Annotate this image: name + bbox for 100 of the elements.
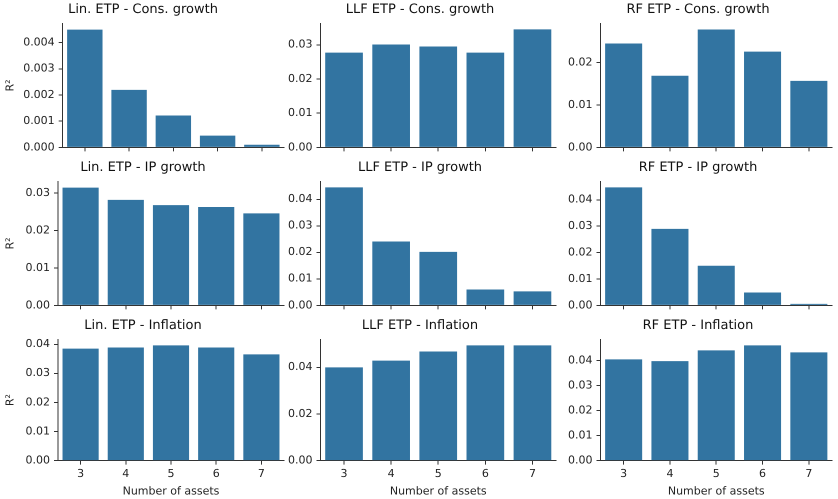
x-tick-label: 4 — [122, 467, 130, 480]
y-tick-label: 0.00 — [568, 140, 592, 154]
bar — [744, 52, 782, 147]
x-tick-label: 3 — [620, 467, 628, 480]
y-tick-label: 0.00 — [26, 453, 50, 466]
y-axis-title: R² — [3, 394, 16, 406]
chart-title: LLF ETP - Cons. growth — [346, 2, 494, 18]
bar — [67, 30, 103, 147]
y-tick-label: 0.01 — [288, 106, 312, 120]
bar — [698, 30, 735, 147]
bar — [790, 352, 828, 460]
y-tick-label: 0.00 — [288, 453, 312, 466]
x-tick-label: 7 — [805, 467, 812, 480]
bar — [108, 200, 144, 305]
x-tick-label: 5 — [712, 467, 720, 480]
x-tick-label: 5 — [168, 467, 174, 480]
chart-title: RF ETP - IP growth — [638, 160, 758, 176]
y-tick-label: 0.01 — [288, 272, 312, 285]
bar — [605, 187, 642, 305]
y-tick-label: 0.04 — [288, 192, 312, 206]
chart-title: Lin. ETP - Cons. growth — [68, 2, 218, 18]
y-tick-label: 0.01 — [568, 428, 592, 442]
bar — [651, 228, 688, 305]
bar — [466, 345, 504, 460]
y-tick-label: 0.01 — [26, 424, 50, 438]
x-tick-label: 6 — [759, 467, 766, 480]
bar — [62, 188, 99, 305]
y-tick-label: 0.00 — [288, 298, 312, 312]
chart-title: LLF ETP - IP growth — [358, 160, 482, 176]
y-tick-label: 0.02 — [568, 403, 592, 416]
x-axis-title: Number of assets — [668, 484, 765, 498]
y-tick-label: 0.001 — [23, 114, 55, 128]
bar — [372, 242, 410, 305]
chart-title: LLF ETP - Inflation — [362, 318, 478, 334]
bar — [325, 367, 363, 460]
chart-title: Lin. ETP - Inflation — [84, 318, 202, 334]
bar — [243, 213, 280, 305]
x-tick-label: 5 — [434, 467, 442, 480]
x-tick-label: 6 — [212, 467, 220, 480]
x-axis-title: Number of assets — [390, 484, 487, 498]
y-tick-label: 0.02 — [568, 245, 592, 258]
chart-title: RF ETP - Cons. growth — [626, 2, 770, 18]
y-tick-label: 0.02 — [288, 406, 312, 420]
bar — [419, 351, 458, 460]
x-tick-label: 3 — [340, 467, 348, 480]
bar — [198, 347, 234, 460]
bar — [62, 348, 99, 460]
bar — [111, 90, 147, 147]
bar — [605, 359, 642, 460]
bar — [744, 292, 782, 305]
bar — [152, 345, 190, 460]
x-tick-label: 7 — [258, 467, 265, 480]
bar — [651, 76, 688, 147]
bar — [372, 360, 410, 460]
y-axis-title: R² — [3, 79, 16, 92]
bar — [744, 345, 782, 460]
bar — [325, 187, 363, 305]
y-tick-label: 0.00 — [288, 140, 312, 154]
y-tick-label: 0.00 — [568, 453, 592, 466]
chart-title: Lin. ETP - IP growth — [80, 160, 206, 176]
y-tick-label: 0.02 — [26, 223, 50, 236]
y-tick-label: 0.002 — [23, 88, 55, 101]
x-tick-label: 4 — [388, 467, 395, 480]
y-tick-label: 0.00 — [568, 298, 592, 312]
bar — [200, 136, 236, 147]
bar — [514, 291, 552, 305]
y-tick-label: 0.03 — [288, 38, 312, 51]
y-tick-label: 0.01 — [568, 98, 592, 111]
y-tick-label: 0.03 — [288, 218, 312, 232]
y-tick-label: 0.03 — [26, 186, 50, 200]
y-tick-label: 0.02 — [288, 245, 312, 258]
bar — [152, 205, 190, 305]
bar — [651, 361, 688, 460]
bar — [243, 354, 280, 460]
y-tick-label: 0.01 — [568, 272, 592, 285]
y-tick-label: 0.04 — [26, 337, 50, 350]
y-tick-label: 0.03 — [26, 366, 50, 380]
y-tick-label: 0.003 — [23, 62, 55, 75]
y-tick-label: 0.04 — [568, 353, 592, 366]
bar — [514, 345, 552, 460]
y-tick-label: 0.03 — [568, 378, 592, 392]
y-tick-label: 0.02 — [288, 72, 312, 85]
x-tick-label: 6 — [482, 467, 489, 480]
bar — [198, 207, 234, 305]
y-tick-label: 0.04 — [568, 192, 592, 206]
y-tick-label: 0.04 — [288, 360, 312, 374]
chart-title: RF ETP - Inflation — [642, 318, 754, 334]
bar — [156, 115, 192, 147]
y-tick-label: 0.000 — [23, 140, 55, 154]
bar — [605, 44, 642, 147]
bar — [108, 347, 144, 460]
bar — [698, 266, 735, 305]
bar — [466, 289, 504, 305]
bar — [790, 80, 828, 147]
y-tick-label: 0.02 — [568, 55, 592, 68]
y-axis-title: R² — [3, 237, 16, 250]
bar — [698, 350, 735, 460]
y-tick-label: 0.03 — [568, 219, 592, 232]
y-tick-label: 0.01 — [26, 260, 50, 274]
x-tick-label: 4 — [666, 467, 674, 480]
